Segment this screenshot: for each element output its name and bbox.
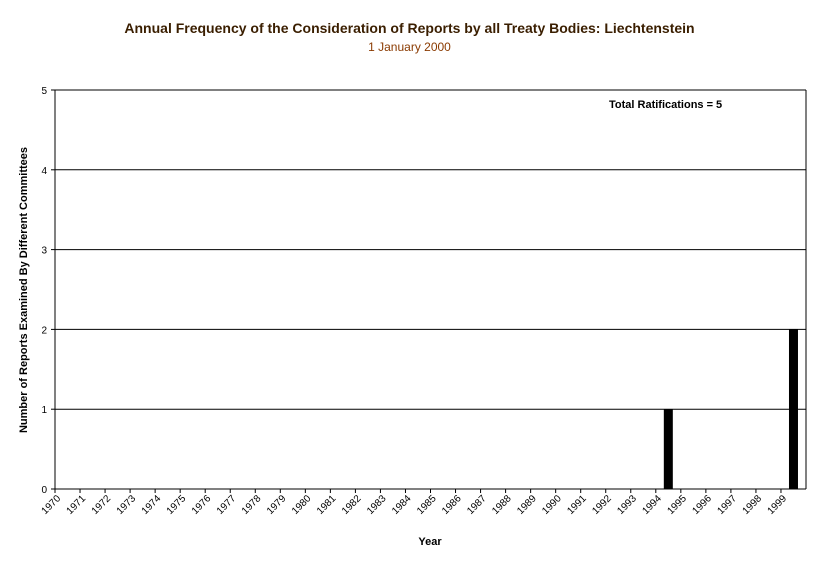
x-tick-label: 1987 [465,493,489,517]
x-tick-label: 1981 [315,493,339,517]
x-tick-label: 1977 [215,493,239,517]
chart-title: Annual Frequency of the Consideration of… [124,20,695,36]
y-tick-label: 5 [41,86,47,97]
total-ratifications-annotation: Total Ratifications = 5 [609,99,722,111]
x-tick-label: 1992 [590,493,614,517]
x-tick-label: 1980 [290,493,314,517]
x-tick-label: 1991 [565,493,589,517]
x-tick-label: 1976 [190,493,214,517]
x-tick-label: 1988 [490,493,514,517]
x-tick-label: 1989 [515,493,539,517]
y-tick-label: 0 [41,485,47,496]
y-tick-label: 2 [41,325,47,336]
x-tick-label: 1974 [140,493,164,517]
x-tick-label: 1983 [365,493,389,517]
x-tick-label: 1972 [90,493,114,517]
y-tick-label: 4 [41,166,47,177]
y-tick-label: 1 [41,405,47,416]
axes [51,89,807,493]
y-tick-label: 3 [41,246,47,257]
bar-1994 [663,409,673,489]
x-tick-label: 1990 [540,493,564,517]
x-tick-labels: 1970 1971 1972 1973 1974 1975 1976 1977 1978 1979… [40,493,790,517]
x-axis-title: Year [418,536,442,548]
gridlines [55,89,806,410]
x-tick-label: 1978 [240,493,264,517]
x-tick-label: 1986 [440,493,464,517]
x-tick-label: 1997 [716,493,740,517]
chart-subtitle: 1 January 2000 [368,40,451,54]
x-tick-label: 1996 [690,493,714,517]
x-tick-label: 1973 [115,493,139,517]
x-tick-label: 1995 [665,493,689,517]
bars [663,329,798,489]
x-tick-label: 1971 [65,493,89,517]
x-tick-label: 1975 [165,493,189,517]
x-tick-label: 1994 [640,493,664,517]
x-tick-label: 1970 [40,493,64,517]
x-tick-label: 1984 [390,493,414,517]
x-tick-label: 1982 [340,493,364,517]
x-tick-label: 1985 [415,493,439,517]
x-tick-label: 1998 [741,493,765,517]
x-tick-label: 1999 [766,493,790,517]
bar-1999 [788,329,798,489]
y-axis-title: Number of Reports Examined By Different … [18,147,30,433]
x-tick-label: 1993 [615,493,639,517]
x-tick-label: 1979 [265,493,289,517]
y-tick-labels: 0 1 2 3 4 5 [41,86,47,496]
